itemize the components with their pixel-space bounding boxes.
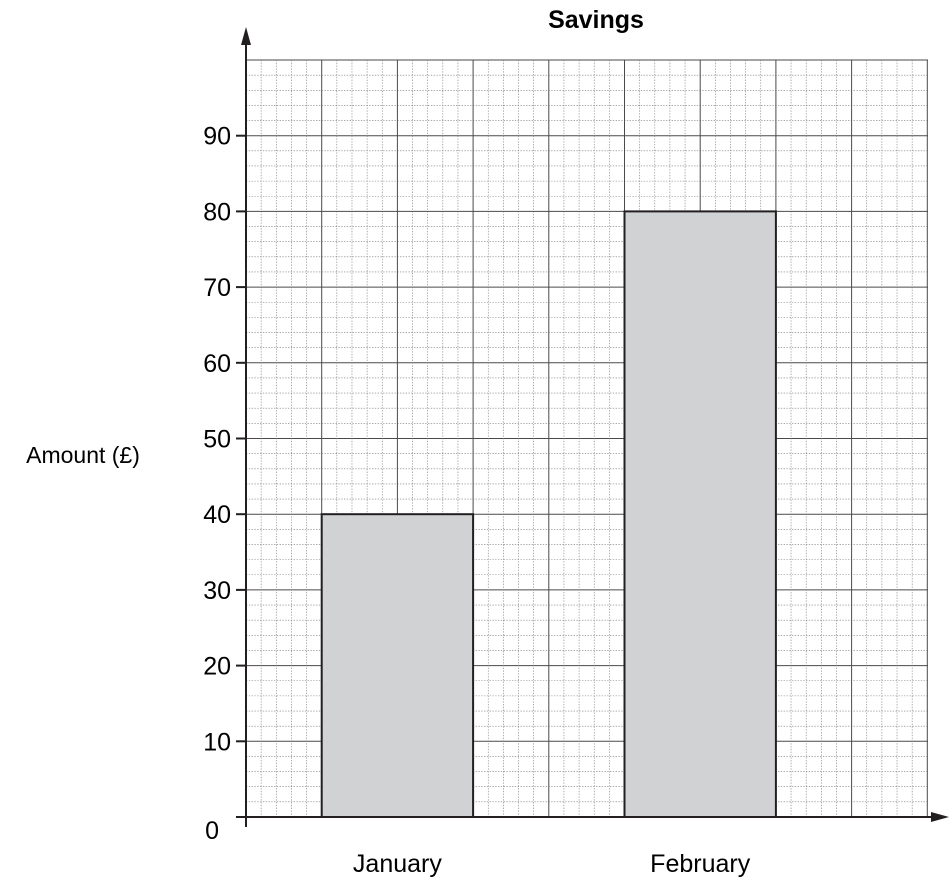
y-tick-label: 0 [205,817,219,845]
y-tick-labels: 0 10 20 30 40 50 60 70 80 90 [203,123,246,845]
y-tick-label: 30 [203,577,231,605]
bar-february [623,210,777,818]
y-tick-label: 10 [203,728,231,756]
y-tick-label: 80 [203,198,231,226]
y-tick-label: 40 [203,501,231,529]
axes [236,27,949,827]
bars [320,210,777,818]
bar-january [320,513,475,818]
chart-title: Savings [548,6,644,34]
x-axis-arrowhead [931,812,949,822]
x-tick-labels: JanuaryFebruaryMarchApril [353,850,751,878]
y-axis-label: Amount (£) [26,442,140,468]
y-tick-label: 50 [203,426,231,454]
y-tick-label: 20 [203,653,231,681]
y-tick-label: 70 [203,274,231,302]
y-tick-label: 90 [203,123,231,151]
y-axis-arrowhead [241,27,251,45]
x-tick-label-january: January [353,850,442,878]
y-tick-label: 60 [203,350,231,378]
x-tick-label-february: February [650,850,751,878]
